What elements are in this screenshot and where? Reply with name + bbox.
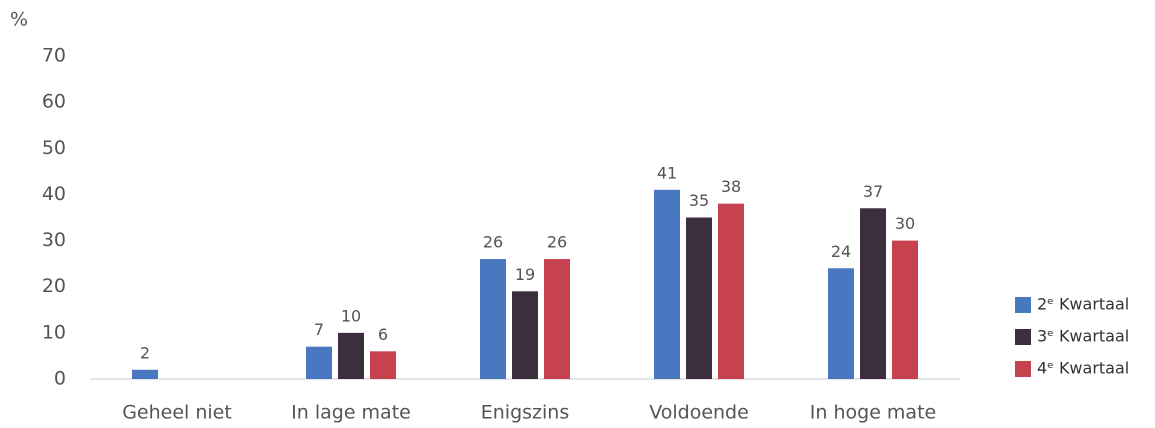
bar: [512, 291, 538, 379]
x-tick-label: In hoge mate: [810, 402, 936, 424]
y-axis-label: %: [10, 9, 28, 31]
y-tick-label: 60: [42, 91, 66, 113]
legend-swatch: [1015, 361, 1031, 377]
legend-label: 2ᵉ Kwartaal: [1037, 295, 1129, 314]
legend-swatch: [1015, 329, 1031, 345]
y-tick-label: 30: [42, 229, 66, 251]
x-tick-label: Voldoende: [649, 402, 749, 424]
value-label: 26: [483, 233, 503, 252]
legend-label: 4ᵉ Kwartaal: [1037, 359, 1129, 378]
y-tick-label: 70: [42, 45, 66, 67]
bar: [892, 240, 918, 379]
bar: [132, 369, 158, 379]
bar: [544, 259, 570, 379]
bar: [338, 332, 364, 379]
bar: [306, 346, 332, 379]
bar: [686, 217, 712, 379]
bar: [654, 189, 680, 379]
legend-swatch: [1015, 297, 1031, 313]
x-tick-label: In lage mate: [291, 402, 411, 424]
x-tick-label: Enigszins: [481, 402, 569, 424]
y-tick-label: 20: [42, 275, 66, 297]
value-label: 2: [140, 343, 150, 362]
bar: [860, 208, 886, 379]
value-label: 37: [863, 182, 883, 201]
y-tick-label: 50: [42, 137, 66, 159]
bar: [828, 268, 854, 379]
bar: [718, 203, 744, 379]
value-label: 41: [657, 163, 677, 182]
value-label: 30: [895, 214, 915, 233]
value-label: 38: [721, 177, 741, 196]
value-label: 24: [831, 242, 851, 261]
x-tick-label: Geheel niet: [122, 402, 232, 424]
bar: [370, 351, 396, 379]
value-label: 19: [515, 265, 535, 284]
value-label: 7: [314, 320, 324, 339]
value-label: 6: [378, 325, 388, 344]
value-label: 10: [341, 306, 361, 325]
y-tick-label: 10: [42, 321, 66, 343]
y-tick-label: 0: [54, 368, 66, 390]
value-label: 35: [689, 191, 709, 210]
y-tick-label: 40: [42, 183, 66, 205]
bar: [480, 259, 506, 379]
value-label: 26: [547, 233, 567, 252]
legend-label: 3ᵉ Kwartaal: [1037, 327, 1129, 346]
